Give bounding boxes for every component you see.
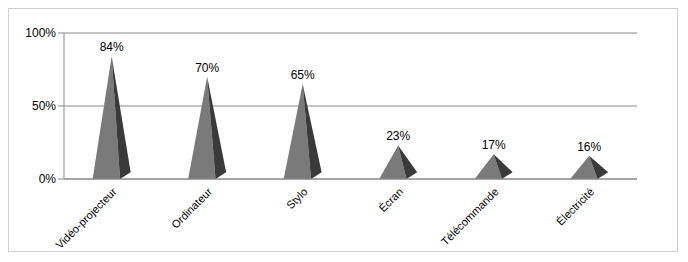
svg-text:Écran: Écran xyxy=(376,185,405,214)
svg-text:Vidéo-projecteur: Vidéo-projecteur xyxy=(53,185,119,251)
svg-text:Ordinateur: Ordinateur xyxy=(169,185,214,230)
svg-text:16%: 16% xyxy=(577,140,601,154)
svg-text:Télécommande: Télécommande xyxy=(439,185,501,247)
svg-text:50%: 50% xyxy=(32,99,56,113)
svg-text:Électricité: Électricité xyxy=(554,185,596,227)
svg-text:65%: 65% xyxy=(291,68,315,82)
svg-text:17%: 17% xyxy=(482,138,506,152)
svg-text:0%: 0% xyxy=(39,172,57,186)
svg-text:100%: 100% xyxy=(25,26,56,40)
svg-text:84%: 84% xyxy=(100,40,124,54)
svg-text:23%: 23% xyxy=(386,129,410,143)
svg-text:Stylo: Stylo xyxy=(284,185,310,211)
svg-text:70%: 70% xyxy=(195,61,219,75)
